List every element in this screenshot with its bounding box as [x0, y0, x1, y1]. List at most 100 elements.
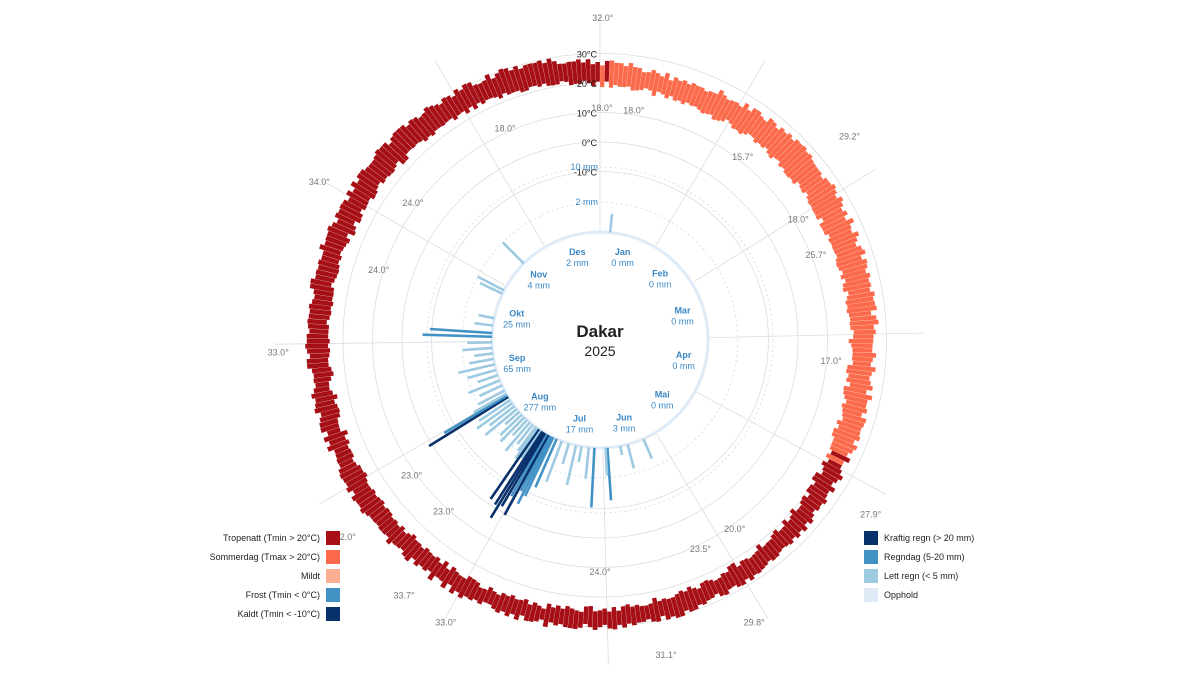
month-total: 0 mm: [649, 280, 672, 290]
month-total: 25 mm: [503, 319, 531, 329]
temp-bar: [853, 329, 876, 335]
temp-bar: [389, 135, 409, 155]
temp-bar: [438, 102, 453, 121]
legend-label: Frost (Tmin < 0°C): [245, 589, 320, 600]
temp-bar: [781, 145, 808, 170]
temp-bar: [481, 79, 494, 100]
temp-bar: [323, 429, 349, 443]
temp-bar: [423, 106, 442, 129]
temp-bar: [772, 529, 790, 547]
temp-bar: [334, 212, 356, 226]
extreme-value-label: 18.0°: [623, 105, 645, 115]
precip-bar: [519, 435, 552, 492]
temp-bar: [725, 101, 740, 122]
temp-bar: [823, 217, 855, 236]
temp-bar: [643, 605, 651, 620]
temp-bar: [445, 95, 461, 117]
temp-bar: [833, 242, 857, 255]
extreme-value-label: 18.0°: [591, 103, 613, 113]
temp-bar: [557, 63, 564, 82]
temp-bar: [484, 73, 499, 99]
temp-bar: [651, 72, 661, 97]
temp-bar: [848, 310, 872, 318]
legend-label: Lett regn (< 5 mm): [884, 570, 959, 581]
temp-bar: [708, 579, 719, 596]
temp-bar: [331, 221, 356, 236]
legend-label: Regndag (5-20 mm): [884, 551, 965, 562]
temp-bar: [748, 556, 762, 574]
extreme-value-label: 18.0°: [788, 214, 810, 224]
temp-bar: [368, 163, 388, 180]
temp-bar: [309, 352, 330, 359]
temp-bar: [827, 458, 843, 470]
precip-bar: [626, 444, 636, 469]
temp-bar: [683, 590, 695, 613]
temp-bar: [797, 166, 820, 186]
temp-bar: [674, 593, 686, 617]
temp-bar: [313, 386, 330, 394]
legend-swatch: [326, 568, 340, 583]
temp-bar: [313, 371, 334, 379]
temp-bar: [808, 484, 828, 499]
month-spoke: [655, 59, 766, 246]
temp-bar: [751, 553, 766, 571]
temp-bar: [562, 605, 570, 628]
temp-bar: [351, 485, 372, 502]
precip-bar: [500, 432, 547, 507]
temp-bar: [620, 606, 628, 628]
legend-swatch: [326, 549, 340, 564]
extreme-value-label: 23.5°: [690, 544, 712, 554]
temp-bar: [762, 544, 777, 562]
temp-bar: [411, 546, 425, 561]
extreme-value-label: 29.8°: [744, 618, 766, 628]
extreme-value-label: 17.0°: [820, 356, 842, 366]
extreme-value-label: 29.2°: [839, 131, 861, 141]
temp-bar: [602, 608, 608, 625]
temp-bar: [828, 224, 852, 238]
temp-bar: [374, 148, 398, 169]
temperature-bars: [305, 58, 879, 630]
precip-bar: [565, 445, 578, 486]
extreme-value-label: 32.0°: [592, 13, 614, 23]
temp-bar: [760, 126, 779, 149]
temp-bar: [582, 606, 589, 625]
temp-bar: [830, 450, 851, 464]
temp-bar: [777, 139, 801, 163]
temp-tick-label: -10°C: [574, 168, 598, 178]
legend-item-frost: Frost (Tmin < 0°C): [150, 585, 340, 604]
month-label: Okt: [509, 308, 524, 318]
temp-bar: [850, 324, 874, 331]
precip-bar: [429, 327, 493, 335]
temp-bar: [829, 445, 849, 457]
temp-bar: [427, 556, 441, 573]
temp-bar: [391, 530, 407, 546]
temp-bar: [844, 394, 868, 405]
temp-bar: [849, 315, 877, 322]
temp-bar: [613, 62, 619, 86]
temp-bar: [491, 77, 504, 100]
temp-bar: [799, 499, 816, 514]
legend-label: Mildt: [300, 570, 320, 581]
temp-bar: [314, 294, 333, 302]
temp-bar: [798, 504, 815, 519]
legend-swatch: [326, 530, 340, 545]
temp-bar: [306, 357, 329, 364]
temp-bar: [504, 594, 516, 617]
temp-bar: [755, 543, 772, 563]
legend-item-opphold: Opphold: [864, 585, 1044, 604]
temp-bar: [783, 150, 809, 175]
temp-bar: [335, 448, 352, 460]
temp-bar: [494, 592, 507, 614]
temp-bar: [498, 68, 512, 96]
temp-bar: [356, 179, 378, 196]
temp-bar: [846, 368, 872, 377]
temp-bar: [676, 79, 688, 102]
legend-label: Kaldt (Tmin < -10°C): [237, 608, 320, 619]
temp-bar: [742, 110, 762, 136]
temp-bar: [634, 604, 642, 623]
temp-bar: [307, 318, 327, 325]
temp-bar: [327, 225, 349, 238]
precip-bar: [642, 438, 654, 460]
month-spoke: [317, 177, 505, 286]
temp-bar: [841, 412, 867, 424]
